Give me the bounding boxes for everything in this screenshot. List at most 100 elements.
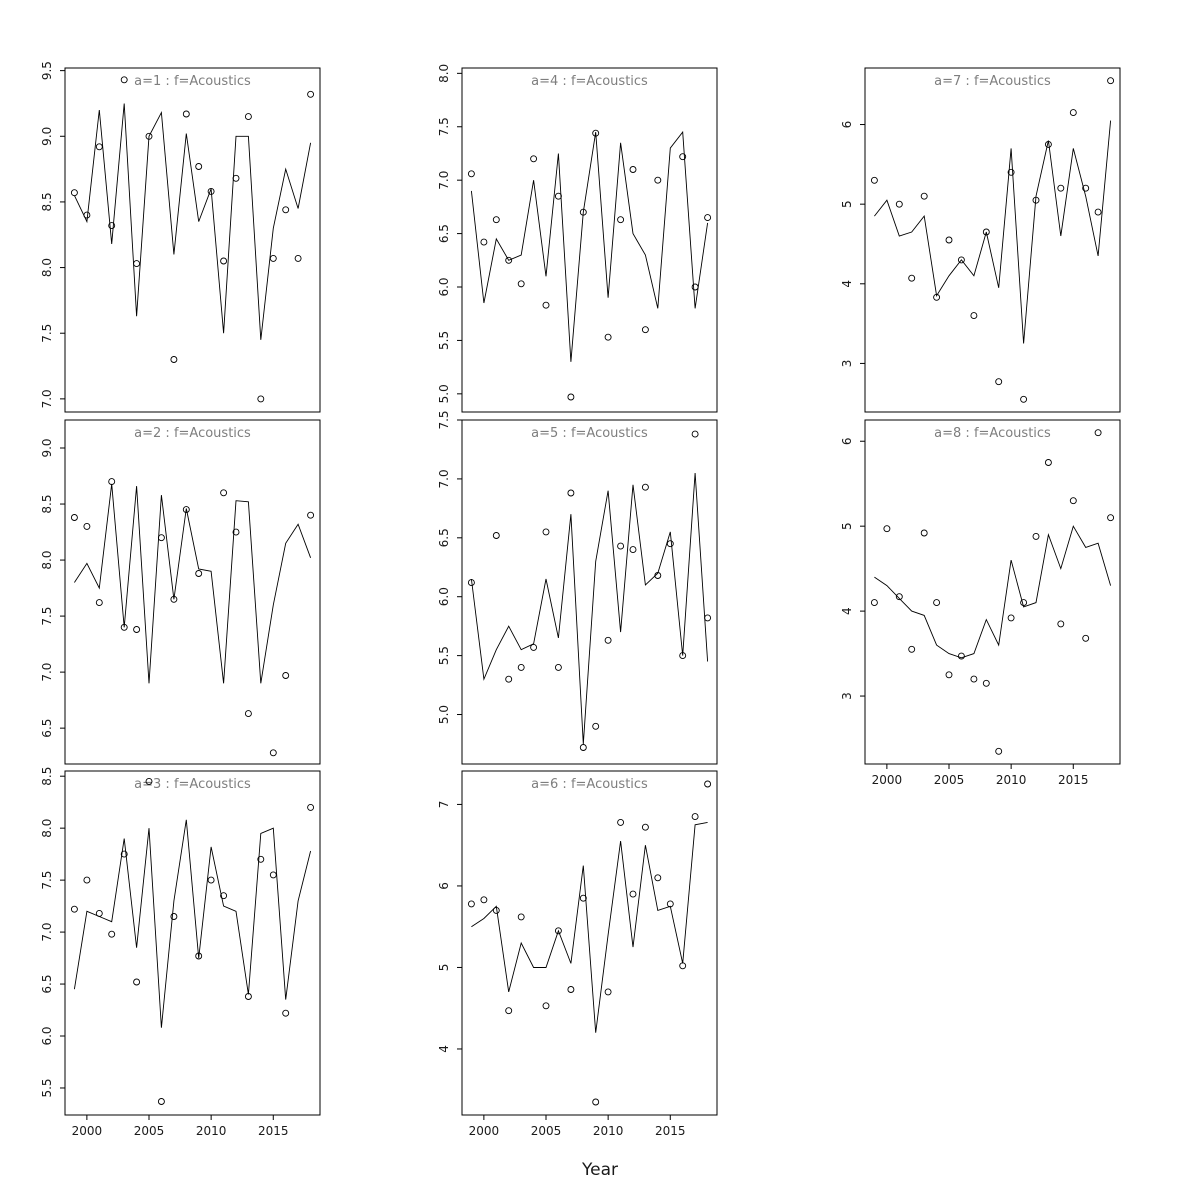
x-axis-title: Year [582, 1160, 618, 1180]
data-point [629, 166, 637, 173]
y-tick-label: 6 [437, 882, 451, 890]
data-point [120, 623, 128, 631]
data-point [567, 393, 575, 401]
data-point [945, 671, 953, 679]
fit-line [73, 819, 312, 1028]
data-point [870, 176, 878, 184]
data-point [269, 254, 277, 262]
x-tick-label: 2015 [1058, 773, 1089, 787]
data-point [95, 143, 103, 151]
data-point [1107, 514, 1115, 522]
data-point [220, 489, 228, 497]
data-point [282, 1009, 290, 1017]
data-point [517, 913, 525, 921]
data-point [654, 176, 662, 184]
data-point [195, 570, 203, 577]
data-point [195, 952, 203, 960]
data-point [542, 301, 550, 309]
y-tick-label: 7.5 [40, 607, 54, 626]
y-tick-label: 4 [840, 280, 854, 288]
data-point [691, 283, 699, 291]
data-point [945, 236, 953, 244]
data-point [1044, 140, 1052, 148]
y-tick-label: 6.0 [437, 277, 451, 296]
data-point [1069, 497, 1077, 505]
data-point [592, 129, 600, 137]
chart-svg: a=6 : f=Acoustics 4 5 6 7 2000 2005 2010 2015 [437, 770, 718, 1138]
data-point [883, 525, 891, 533]
data-point [307, 511, 315, 519]
data-point [467, 170, 475, 178]
y-tick-label: 6.5 [40, 719, 54, 738]
data-point [145, 777, 153, 785]
data-point [629, 546, 637, 554]
chart-panel-a2: a=2 : f=Acoustics 6.5 7.0 7.5 8.0 8.5 9.0 [20, 410, 350, 822]
chart-panel-a5: a=5 : f=Acoustics 5.0 5.5 6.0 6.5 7.0 7.5 [417, 410, 747, 822]
data-point [982, 228, 990, 236]
data-point [554, 663, 562, 671]
y-tick-label: 9.0 [40, 438, 54, 457]
chart-panel-a6: a=6 : f=Acoustics 4 5 6 7 2000 2005 2010 2015 [417, 761, 747, 1173]
y-tick-label: 5.5 [437, 646, 451, 665]
chart-panel-a1: a=1 : f=Acoustics 7.0 7.5 8.0 8.5 9.0 9.5 [20, 58, 350, 470]
x-tick-label: 2010 [196, 1124, 227, 1138]
y-tick-label: 9.5 [40, 61, 54, 80]
data-point [554, 927, 562, 935]
data-point [641, 823, 649, 831]
y-tick-label: 7.5 [40, 324, 54, 343]
data-point [617, 542, 625, 550]
data-point [220, 892, 228, 900]
chart-svg: a=2 : f=Acoustics 6.5 7.0 7.5 8.0 8.5 9.0 [40, 419, 321, 765]
data-point [1082, 184, 1090, 192]
data-point [480, 896, 488, 904]
data-point [467, 579, 475, 587]
data-point [492, 216, 500, 224]
data-point [542, 528, 550, 536]
data-point [995, 747, 1003, 755]
data-point [554, 192, 562, 200]
y-tick-label: 4 [437, 1045, 451, 1053]
y-tick-label: 6.5 [437, 528, 451, 547]
data-point [908, 645, 916, 653]
y-tick-label: 9.0 [40, 127, 54, 146]
plot-box [64, 770, 321, 1116]
y-tick-label: 7.0 [437, 171, 451, 190]
y-tick-label: 8.0 [40, 258, 54, 277]
y-tick-label: 7.5 [437, 117, 451, 136]
y-tick-label: 5 [840, 200, 854, 208]
data-point [269, 749, 277, 757]
chart-panel-a8: a=8 : f=Acoustics 3 4 5 6 2000 2005 2010 2015 [820, 410, 1150, 822]
fit-line [470, 472, 709, 745]
x-tick-label: 2005 [134, 1124, 165, 1138]
fit-line [471, 821, 708, 1033]
data-point [170, 913, 178, 920]
data-point [933, 293, 941, 301]
data-point [870, 599, 878, 607]
chart-panel-a4: a=4 : f=Acoustics 5.0 5.5 6.0 6.5 7.0 7.5 8.0 [417, 58, 747, 470]
y-tick-label: 6 [840, 437, 854, 445]
y-tick-label: 6 [840, 121, 854, 129]
data-point [1107, 77, 1115, 85]
data-point [307, 803, 315, 811]
data-point [691, 430, 699, 438]
data-point [704, 614, 712, 622]
data-point [244, 113, 252, 121]
data-point [133, 978, 141, 986]
y-tick-label: 5.0 [437, 384, 451, 403]
data-point [1020, 599, 1028, 607]
data-point [232, 174, 240, 182]
data-point [679, 962, 687, 970]
data-point [1057, 184, 1065, 192]
y-tick-label: 7.5 [40, 871, 54, 890]
data-point [982, 679, 990, 687]
data-point [95, 909, 103, 917]
data-point [182, 110, 190, 118]
data-point [517, 280, 525, 288]
data-point [220, 257, 228, 265]
data-point [920, 529, 928, 537]
data-point [95, 599, 103, 607]
data-point [1032, 196, 1040, 204]
x-tick-label: 2000 [72, 1124, 103, 1138]
x-tick-label: 2010 [996, 773, 1027, 787]
